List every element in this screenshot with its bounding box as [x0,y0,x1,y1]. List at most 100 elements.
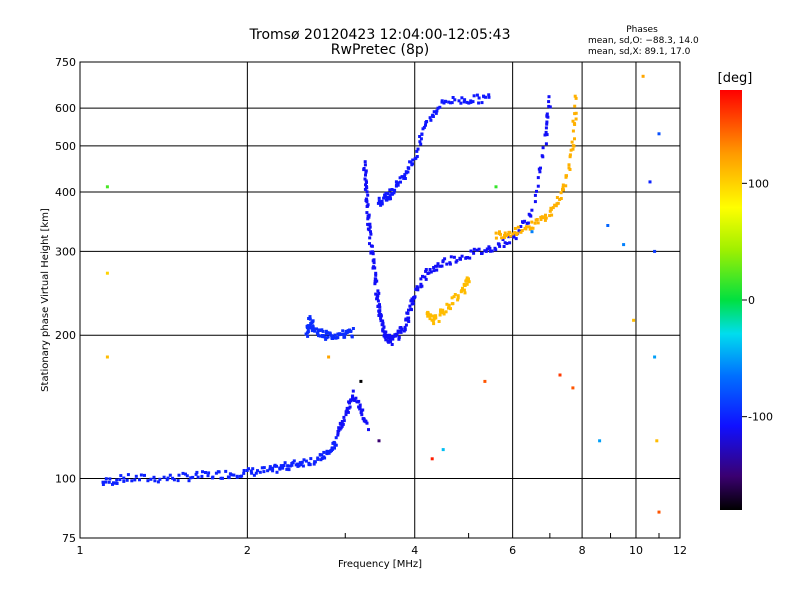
trace-point [568,155,572,159]
trace-point [428,317,432,321]
trace-point [513,227,517,230]
trace-point [494,236,498,240]
scatter-point [657,510,661,514]
trace-point [548,105,552,109]
trace-point [408,304,412,308]
trace-point [561,183,565,187]
trace-point [434,111,438,115]
trace-point [498,244,502,248]
x-tick-label: 2 [244,544,251,557]
trace-point [456,294,460,298]
trace-point [480,251,484,255]
scatter-point [657,132,661,136]
trace-point [376,289,380,293]
trace-point [311,325,315,329]
trace-point [397,337,401,341]
trace-point [558,198,562,201]
trace-point [371,252,375,256]
trace-point [396,181,400,185]
trace-point [469,249,473,253]
trace-point [554,204,558,208]
trace-point [545,112,549,116]
trace-point [564,184,568,188]
trace-point [316,456,320,460]
trace-point [553,203,557,207]
trace-point [499,232,502,236]
trace-point [465,279,469,283]
trace-point [517,229,521,233]
trace-point [204,471,207,474]
trace-point [567,163,571,167]
trace-point [547,100,551,104]
trace-point [425,120,429,123]
trace-point [503,241,507,245]
trace-point [371,266,375,270]
trace-point [399,330,403,334]
trace-point [573,137,576,141]
trace-point [503,234,506,237]
scatter-point [441,448,445,452]
trace-point [535,189,538,193]
trace-point [505,234,509,238]
trace-point [484,249,488,253]
trace-point [126,473,130,477]
trace-point [445,302,449,306]
trace-point [453,293,457,296]
trace-point [306,324,310,328]
trace-point [544,126,548,130]
y-tick-label: 750 [55,56,76,69]
trace-point [397,335,401,339]
trace-point [377,314,381,317]
chart-subtitle: RwPretec (8p) [331,42,429,58]
trace-point [366,217,370,221]
trace-point [312,462,316,466]
trace-point [380,199,384,203]
trace-point [462,288,466,292]
trace-point [573,104,577,108]
trace-point [381,319,385,323]
trace-point [419,142,423,146]
trace-point [306,334,310,338]
trace-point [232,473,236,477]
trace-point [472,94,476,98]
trace-point [438,313,442,317]
trace-point [214,471,218,475]
trace-point [545,114,549,118]
trace-point [292,459,296,463]
trace-point [447,303,451,307]
trace-point [311,320,315,324]
trace-point [527,212,531,216]
trace-point [290,463,294,467]
trace-point [313,460,317,464]
trace-point [531,226,535,230]
trace-point [427,271,431,275]
trace-point [472,247,476,251]
trace-point [217,470,221,474]
trace-point [340,332,344,336]
trace-point [568,153,572,157]
trace-point [524,227,528,231]
trace-point [434,264,438,268]
trace-point [365,421,369,425]
trace-point [460,254,464,258]
trace-point [321,329,325,333]
trace-point [107,480,111,484]
trace-point [464,256,468,260]
scatter-point [105,271,109,275]
trace-point [571,147,575,151]
trace-point [385,195,389,199]
trace-point [326,331,329,335]
trace-point [413,295,416,299]
trace-point [322,335,326,339]
trace-point [146,479,150,483]
trace-point [388,188,392,192]
trace-point [406,316,410,320]
trace-point [501,238,505,241]
trace-point [341,329,345,333]
trace-point [484,95,488,99]
trace-point [362,167,366,170]
trace-point [513,231,517,235]
trace-point [477,96,481,100]
trace-point [415,155,419,158]
trace-point [538,170,542,174]
